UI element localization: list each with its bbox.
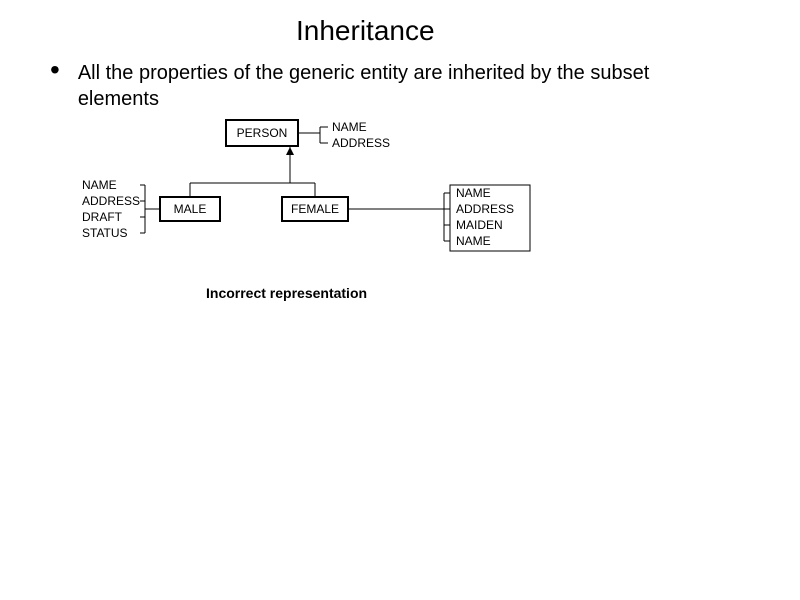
bullet-dot: • [50, 60, 60, 80]
svg-text:NAME: NAME [332, 120, 367, 134]
svg-text:STATUS: STATUS [82, 226, 128, 240]
svg-text:MALE: MALE [174, 202, 207, 216]
bullet-row: • All the properties of the generic enti… [50, 60, 730, 112]
svg-text:NAME: NAME [456, 234, 491, 248]
svg-text:FEMALE: FEMALE [291, 202, 339, 216]
page-title: Inheritance [296, 15, 435, 47]
svg-text:MAIDEN: MAIDEN [456, 218, 503, 232]
svg-text:ADDRESS: ADDRESS [332, 136, 390, 150]
svg-text:DRAFT: DRAFT [82, 210, 123, 224]
inheritance-diagram: PERSON NAME ADDRESS MALE NAME ADDRESS DRAFT STA… [0, 115, 800, 285]
svg-text:NAME: NAME [82, 178, 117, 192]
svg-text:NAME: NAME [456, 186, 491, 200]
bullet-text: All the properties of the generic entity… [78, 60, 730, 112]
diagram-caption: Incorrect representation [206, 285, 367, 301]
svg-text:ADDRESS: ADDRESS [82, 194, 140, 208]
svg-text:ADDRESS: ADDRESS [456, 202, 514, 216]
svg-text:PERSON: PERSON [237, 126, 288, 140]
